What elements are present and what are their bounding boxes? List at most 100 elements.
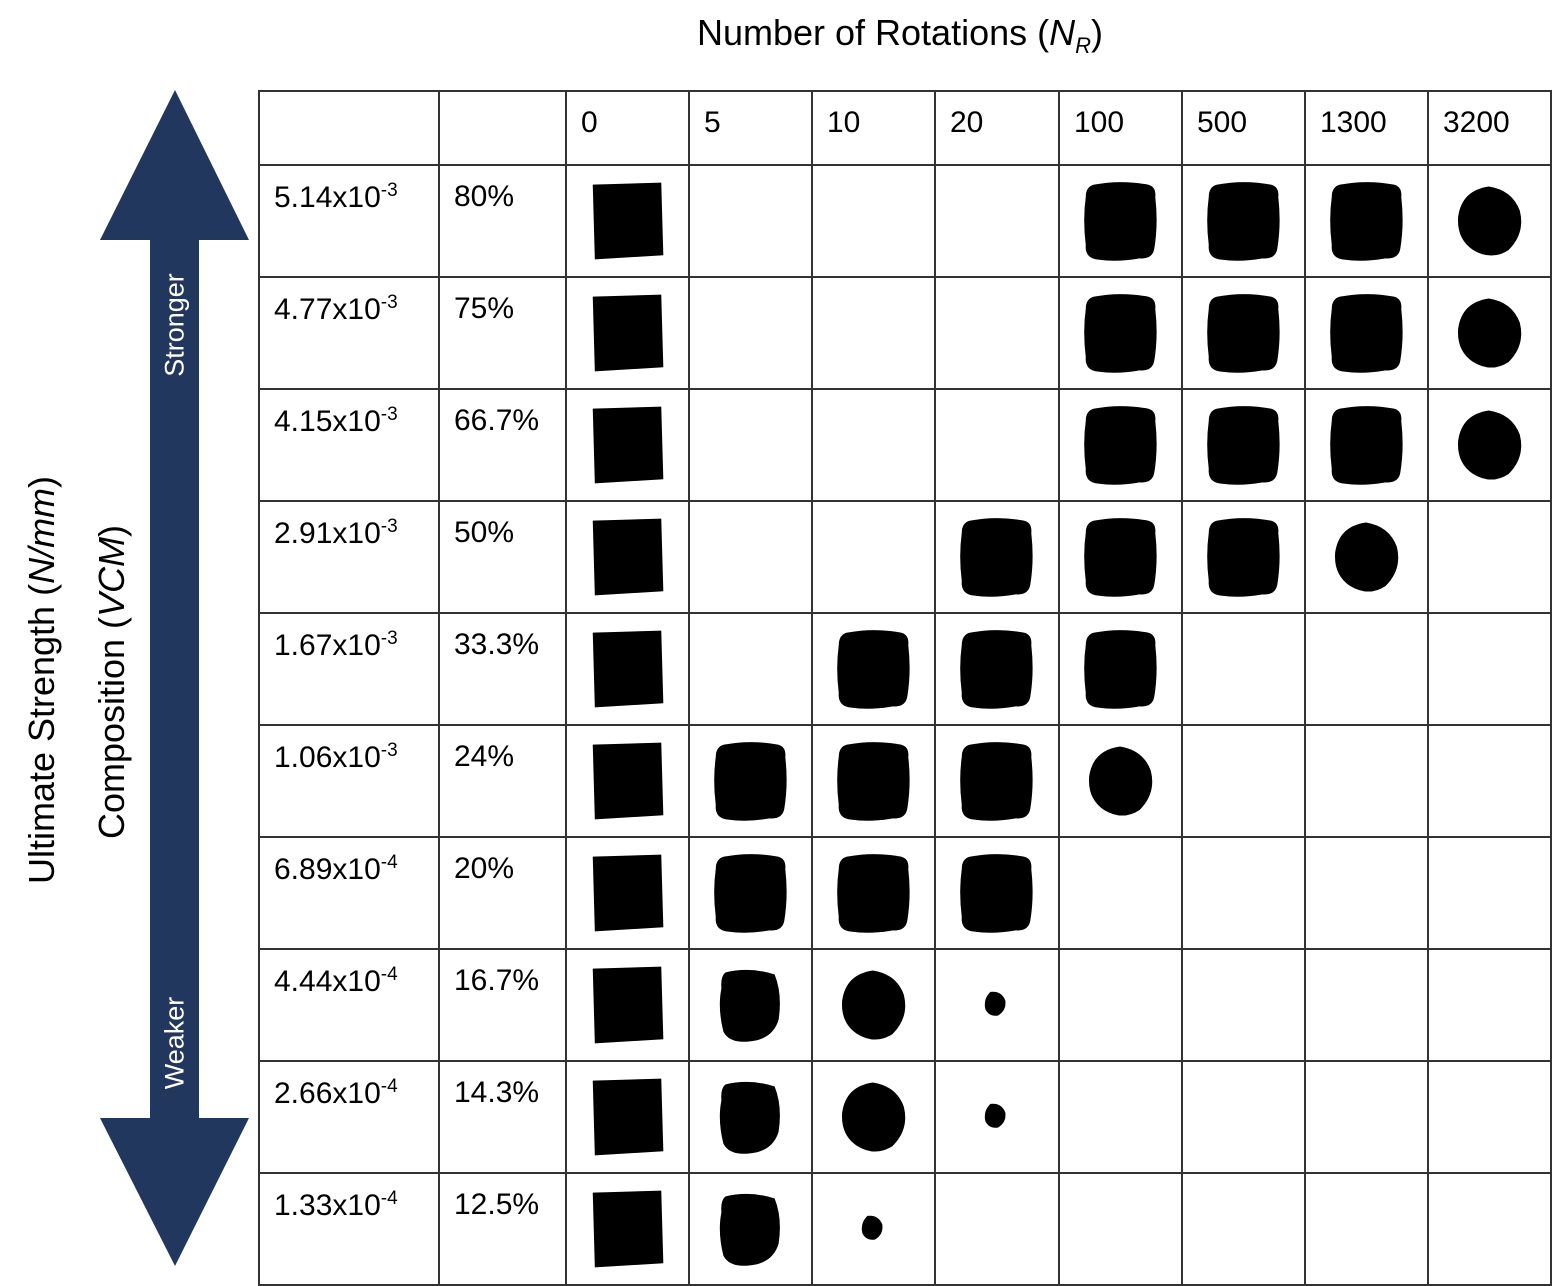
sample-fragment-shape (861, 1215, 883, 1240)
sample-cell (1304, 948, 1429, 1062)
sample-cell (1058, 164, 1183, 278)
sample-round-shape (1334, 522, 1399, 592)
sample-cell (688, 1172, 813, 1286)
column-header-text: 10 (827, 106, 861, 139)
sample-rounded-shape (1084, 182, 1157, 261)
composition-cell-text: 80% (454, 180, 515, 213)
column-header-text: 1300 (1320, 106, 1387, 139)
sample-cell (811, 500, 936, 614)
sample-cell (1427, 164, 1552, 278)
sample-rounded-shape (714, 742, 787, 821)
sample-rounded-shape (1330, 294, 1403, 373)
sample-square-shape (592, 518, 664, 596)
sample-cell (688, 164, 813, 278)
results-table: 0 5 10 20 100 500 1300 3200 5.14x10-3 80% 4.77x10-… (258, 90, 1552, 1286)
sample-irregular-shape (719, 969, 780, 1042)
sample-round-shape (1457, 186, 1522, 256)
sample-cell (934, 1172, 1060, 1286)
sample-cell (1181, 500, 1306, 614)
sample-cell (1427, 276, 1552, 390)
sample-cell (565, 276, 690, 390)
strength-exponent: -4 (380, 852, 398, 873)
strength-cell: 4.44x10-4 (258, 948, 440, 1062)
sample-cell (1304, 500, 1429, 614)
column-header-text: 20 (950, 106, 984, 139)
sample-cell (565, 836, 690, 950)
sample-cell (934, 164, 1060, 278)
sample-cell (1058, 724, 1183, 838)
table-row: 4.44x10-4 16.7% (258, 948, 1552, 1062)
strength-exponent: -3 (380, 180, 398, 201)
table-row: 1.33x10-4 12.5% (258, 1172, 1552, 1286)
sample-cell (811, 724, 936, 838)
sample-cell (688, 276, 813, 390)
strength-cell: 4.77x10-3 (258, 276, 440, 390)
sample-cell (1427, 612, 1552, 726)
column-header: 20 (934, 90, 1060, 166)
stronger-label: Stronger (159, 273, 190, 377)
sample-cell (1181, 1060, 1306, 1174)
sample-cell (1427, 1060, 1552, 1174)
sample-cell (1058, 612, 1183, 726)
sample-cell (688, 948, 813, 1062)
title-variable: N (1049, 12, 1076, 53)
composition-cell-text: 33.3% (454, 628, 540, 661)
composition-cell: 33.3% (438, 612, 567, 726)
composition-cell: 20% (438, 836, 567, 950)
strength-exponent: -4 (380, 964, 398, 985)
sample-square-shape (592, 294, 664, 372)
column-header: 100 (1058, 90, 1183, 166)
composition-cell-text: 16.7% (454, 964, 540, 997)
sample-cell (1181, 1172, 1306, 1286)
title-close: ) (1091, 12, 1104, 53)
weaker-label: Weaker (159, 996, 190, 1090)
sample-round-shape (1088, 746, 1153, 816)
sample-round-shape (841, 970, 906, 1040)
sample-cell (1058, 388, 1183, 502)
table-row: 6.89x10-4 20% (258, 836, 1552, 950)
strength-base: 4.15x10 (274, 405, 381, 438)
sample-cell (1058, 1060, 1183, 1174)
sample-square-shape (592, 966, 664, 1044)
composition-cell-text: 66.7% (454, 404, 540, 437)
sample-cell (1181, 836, 1306, 950)
sample-cell (811, 276, 936, 390)
strength-cell: 1.33x10-4 (258, 1172, 440, 1286)
header-row: 0 5 10 20 100 500 1300 3200 (258, 90, 1552, 166)
sample-cell (934, 500, 1060, 614)
sample-cell (811, 948, 936, 1062)
strength-value: 4.15x10-3 (274, 404, 398, 439)
composition-cell-text: 20% (454, 852, 515, 885)
strength-base: 6.89x10 (274, 853, 381, 886)
sample-cell (1181, 612, 1306, 726)
sample-cell (1304, 1172, 1429, 1286)
composition-cell-text: 12.5% (454, 1188, 540, 1221)
sample-cell (1058, 948, 1183, 1062)
sample-cell (688, 1060, 813, 1174)
sample-cell (1304, 164, 1429, 278)
composition-cell: 50% (438, 500, 567, 614)
sample-round-shape (1457, 298, 1522, 368)
sample-round-shape (841, 1082, 906, 1152)
sample-rounded-shape (960, 630, 1033, 709)
sample-rounded-shape (1207, 406, 1280, 485)
strength-value: 6.89x10-4 (274, 852, 398, 887)
sample-rounded-shape (1084, 294, 1157, 373)
sample-cell (1181, 948, 1306, 1062)
sample-cell (1304, 276, 1429, 390)
strength-cell: 5.14x10-3 (258, 164, 440, 278)
strength-base: 5.14x10 (274, 181, 381, 214)
sample-cell (934, 612, 1060, 726)
sample-irregular-shape (719, 1193, 780, 1266)
sample-cell (811, 1172, 936, 1286)
strength-cell: 1.06x10-3 (258, 724, 440, 838)
sample-cell (565, 612, 690, 726)
sample-cell (811, 164, 936, 278)
sample-cell (1427, 948, 1552, 1062)
strength-cell: 6.89x10-4 (258, 836, 440, 950)
column-header: 1300 (1304, 90, 1429, 166)
sample-cell (934, 388, 1060, 502)
sample-rounded-shape (1207, 518, 1280, 597)
composition-cell: 14.3% (438, 1060, 567, 1174)
sample-cell (1058, 1172, 1183, 1286)
